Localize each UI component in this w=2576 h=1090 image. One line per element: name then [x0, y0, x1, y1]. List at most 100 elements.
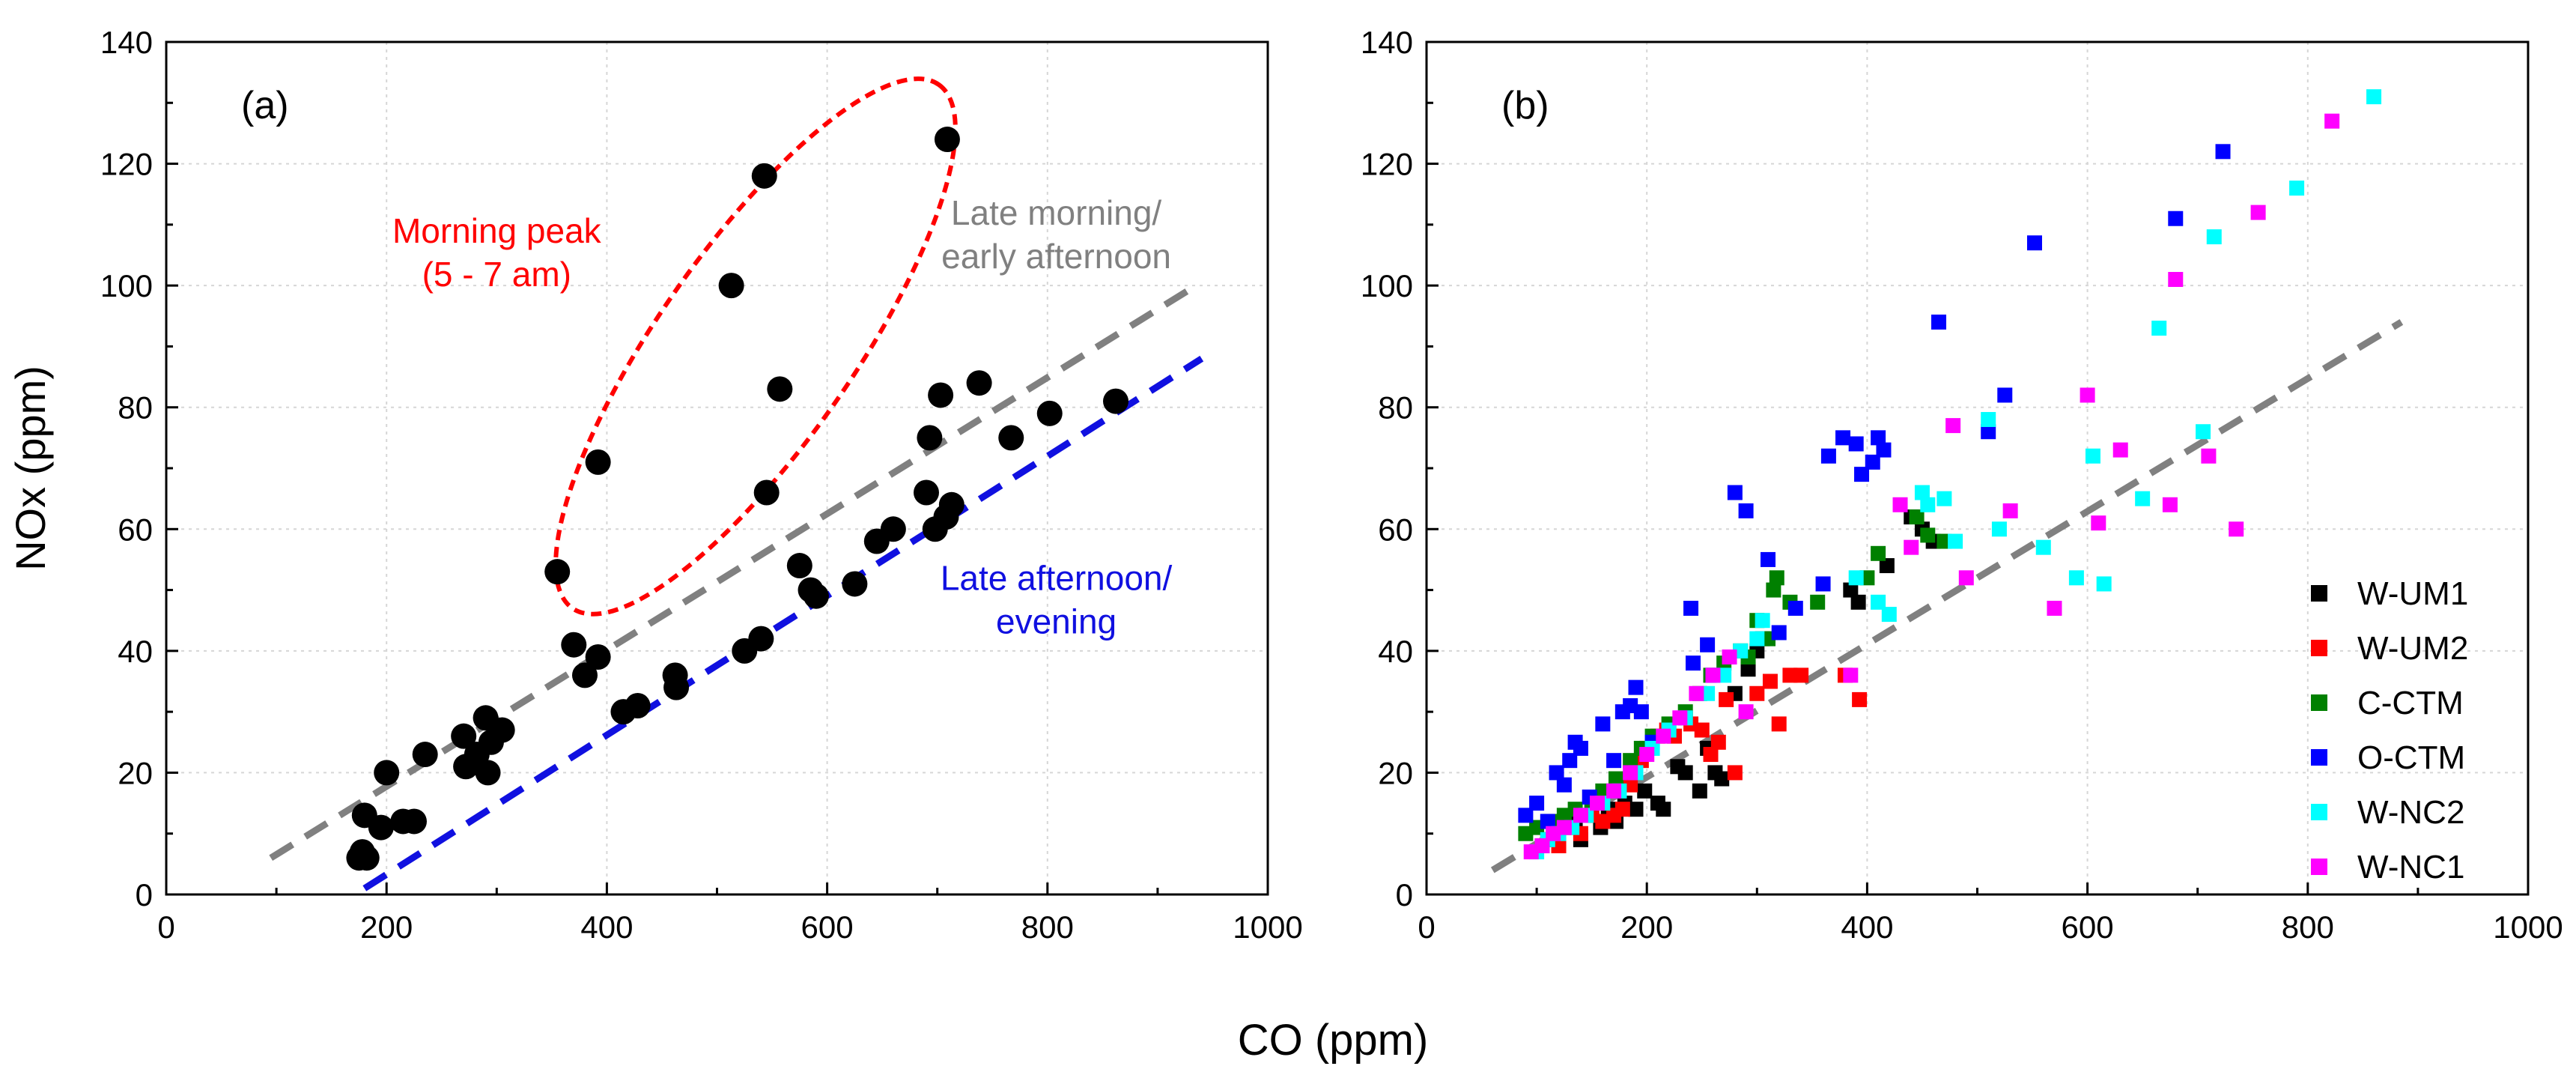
x-tick-label: 0	[157, 909, 174, 945]
data-point-w-nc2	[2085, 448, 2100, 464]
data-point-o-ctm	[2026, 235, 2042, 251]
data-point-w-nc1	[1639, 747, 1655, 763]
data-point-o-ctm	[1931, 314, 1947, 330]
data-point-w-nc1	[1606, 783, 1622, 799]
data-point-w-nc2	[1991, 521, 2007, 537]
data-point	[1103, 388, 1129, 414]
data-point-w-nc1	[2112, 442, 2128, 458]
legend-label: W-NC1	[2357, 849, 2464, 885]
annotation-text: evening	[996, 602, 1117, 641]
data-point-o-ctm	[1700, 637, 1716, 653]
data-point	[938, 491, 965, 518]
x-tick-label: 0	[1418, 909, 1435, 945]
data-point-w-nc1	[2091, 515, 2106, 531]
morning-peak-ellipse	[553, 76, 958, 617]
data-point-w-nc1	[2162, 497, 2178, 512]
data-point	[718, 273, 744, 299]
data-point-w-nc1	[2250, 205, 2266, 220]
legend-label: W-NC2	[2357, 794, 2464, 831]
y-tick-label: 140	[1361, 25, 1413, 60]
data-point-c-ctm	[1766, 582, 1781, 598]
data-point-o-ctm	[1771, 625, 1787, 641]
data-point	[934, 127, 960, 153]
data-point	[803, 583, 829, 609]
data-point	[571, 662, 598, 688]
data-point-c-ctm	[1909, 509, 1925, 525]
data-point-w-nc2	[1749, 631, 1765, 647]
data-point-c-ctm	[1810, 594, 1826, 610]
y-tick-label: 80	[1378, 390, 1413, 426]
annotation-text: Late morning/	[951, 193, 1161, 232]
annotation-text: Late afternoon/	[941, 559, 1173, 598]
data-point-c-ctm	[1871, 545, 1886, 561]
x-tick-label: 600	[2062, 909, 2114, 945]
plot-frame	[165, 40, 1269, 896]
data-point-o-ctm	[1633, 704, 1649, 720]
data-point-c-ctm	[1769, 570, 1784, 586]
data-point	[544, 559, 571, 585]
data-point-w-nc1	[1689, 685, 1704, 701]
data-point-w-nc2	[2096, 576, 2112, 592]
legend-marker	[2311, 749, 2327, 766]
annotation-text: early afternoon	[941, 237, 1171, 276]
data-point-o-ctm	[1540, 814, 1555, 829]
data-point	[751, 163, 777, 189]
data-point-o-ctm	[1876, 442, 1892, 458]
data-point-o-ctm	[1683, 600, 1699, 616]
data-point-w-um2	[1614, 802, 1630, 817]
legend-label: O-CTM	[2357, 739, 2465, 776]
data-point-w-um1	[1677, 765, 1693, 781]
data-point	[585, 449, 611, 475]
data-point	[561, 632, 587, 658]
x-tick-label: 800	[1021, 909, 1074, 945]
data-point	[928, 382, 954, 408]
data-point	[489, 717, 515, 743]
data-point-w-nc2	[2206, 229, 2222, 245]
data-point-w-um2	[1749, 685, 1765, 701]
data-point-w-nc1	[1534, 838, 1550, 853]
data-point-w-um2	[1710, 734, 1726, 750]
data-point-w-nc2	[1871, 594, 1886, 610]
data-point	[966, 370, 992, 396]
legend-marker	[2311, 804, 2327, 820]
data-point-o-ctm	[2215, 144, 2231, 160]
y-tick-label: 140	[100, 25, 153, 60]
y-tick-label: 120	[100, 147, 153, 182]
data-point-w-nc2	[1881, 607, 1897, 623]
data-point-w-nc1	[1945, 418, 1961, 434]
data-point-w-nc2	[1848, 570, 1864, 586]
data-point	[353, 845, 380, 871]
data-point-w-um1	[1740, 661, 1756, 677]
data-point-w-um1	[1843, 582, 1859, 598]
x-tick-label: 600	[801, 909, 854, 945]
shared-x-axis-label: CO (ppm)	[1238, 1016, 1429, 1065]
panel-label: (b)	[1501, 84, 1549, 127]
data-point	[412, 742, 438, 768]
legend-marker	[2311, 585, 2327, 602]
data-point-w-nc1	[1556, 820, 1572, 835]
data-point-o-ctm	[1820, 448, 1836, 464]
data-point	[374, 760, 400, 786]
x-tick-label: 800	[2282, 909, 2334, 945]
data-point	[625, 693, 651, 719]
x-tick-label: 400	[580, 909, 633, 945]
data-point-w-um2	[1852, 691, 1868, 707]
y-tick-label: 60	[1378, 512, 1413, 547]
data-point	[753, 479, 780, 506]
data-point-o-ctm	[1518, 808, 1534, 823]
data-point-w-nc1	[1656, 728, 1671, 744]
data-point-o-ctm	[1997, 387, 2013, 403]
data-point-w-um2	[1771, 716, 1787, 732]
data-point-w-um2	[1793, 667, 1809, 683]
data-point-w-nc1	[1672, 710, 1688, 726]
data-point-o-ctm	[1738, 503, 1754, 518]
data-point	[451, 723, 477, 749]
legend-marker	[2311, 694, 2327, 711]
data-point-o-ctm	[1787, 600, 1803, 616]
data-point-w-um2	[1703, 747, 1719, 763]
data-point	[1036, 400, 1063, 426]
data-point-w-nc2	[1914, 485, 1930, 500]
data-point-w-nc2	[2366, 89, 2382, 105]
data-point-w-um1	[1879, 558, 1895, 574]
